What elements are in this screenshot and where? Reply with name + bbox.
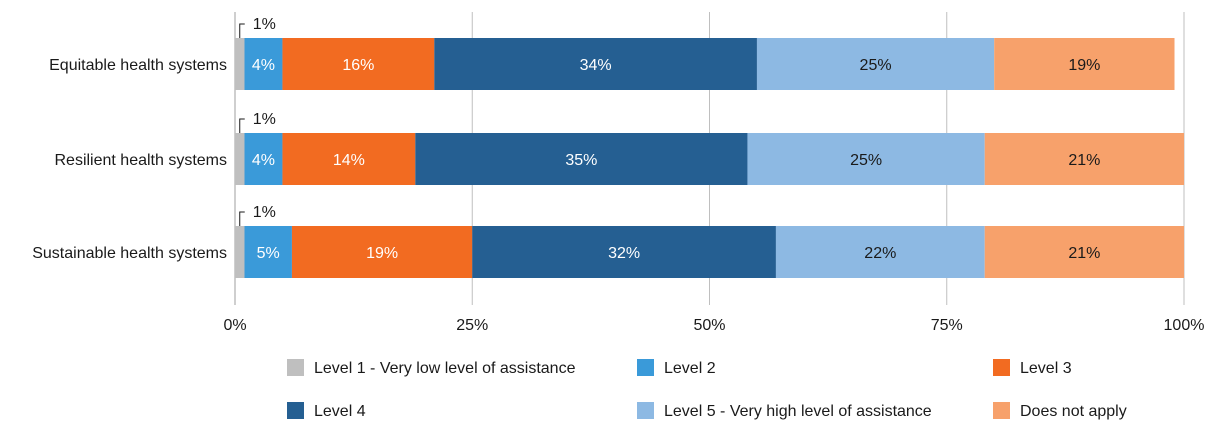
data-label: 1% bbox=[253, 204, 276, 221]
bar-segment bbox=[244, 226, 292, 278]
data-label: 19% bbox=[1068, 57, 1100, 74]
data-label: 21% bbox=[1068, 152, 1100, 169]
bar-segment bbox=[775, 226, 985, 278]
bar-segment bbox=[994, 38, 1175, 90]
data-label: 34% bbox=[580, 57, 612, 74]
bars: 1% 4% 16% 34% 25% 19% 1% 4% 14% 35% 25% 21% 1% 5% 19% 3… bbox=[235, 16, 1184, 278]
bar-segment bbox=[756, 38, 995, 90]
x-tick-label: 100% bbox=[1164, 317, 1205, 334]
legend-label: Level 4 bbox=[314, 403, 366, 420]
bar-segment bbox=[235, 38, 245, 90]
x-tick-label: 75% bbox=[931, 317, 963, 334]
data-label: 14% bbox=[333, 152, 365, 169]
bar-segment bbox=[235, 226, 245, 278]
bar-segment bbox=[282, 38, 435, 90]
x-axis-ticks: 0% 25% 50% 75% 100% bbox=[223, 317, 1204, 334]
category-label: Equitable health systems bbox=[49, 57, 227, 74]
bar-segment bbox=[415, 133, 748, 185]
callout-leader bbox=[239, 211, 245, 226]
data-label: 19% bbox=[366, 245, 398, 262]
bar-segment bbox=[472, 226, 776, 278]
data-label: 1% bbox=[253, 111, 276, 128]
legend-swatch bbox=[993, 402, 1010, 419]
bar-segment bbox=[282, 133, 416, 185]
legend-swatch bbox=[287, 402, 304, 419]
bar-segment bbox=[747, 133, 985, 185]
legend-label: Does not apply bbox=[1020, 403, 1127, 420]
x-tick-label: 25% bbox=[456, 317, 488, 334]
legend-swatch bbox=[637, 359, 654, 376]
callout-leader bbox=[239, 23, 245, 38]
category-labels: Equitable health systems Resilient health… bbox=[32, 57, 227, 262]
data-label: 4% bbox=[252, 152, 275, 169]
legend-swatch bbox=[287, 359, 304, 376]
data-label: 5% bbox=[257, 245, 280, 262]
data-label: 25% bbox=[850, 152, 882, 169]
data-label: 1% bbox=[253, 16, 276, 33]
legend-label: Level 5 - Very high level of assistance bbox=[664, 403, 932, 420]
bar-segment bbox=[984, 133, 1184, 185]
category-label: Sustainable health systems bbox=[32, 245, 227, 262]
data-label: 21% bbox=[1068, 245, 1100, 262]
callout-leader bbox=[239, 118, 245, 133]
legend-swatch bbox=[993, 359, 1010, 376]
bar-segment bbox=[291, 226, 473, 278]
data-label: 4% bbox=[252, 57, 275, 74]
x-tick-label: 0% bbox=[223, 317, 246, 334]
legend: Level 1 - Very low level of assistance Le… bbox=[287, 359, 1127, 420]
data-label: 22% bbox=[864, 245, 896, 262]
category-label: Resilient health systems bbox=[54, 152, 227, 169]
bar-segment bbox=[235, 133, 245, 185]
data-label: 32% bbox=[608, 245, 640, 262]
bar-segment bbox=[244, 133, 283, 185]
legend-swatch bbox=[637, 402, 654, 419]
data-label: 35% bbox=[565, 152, 597, 169]
bar-segment bbox=[984, 226, 1184, 278]
x-tick-label: 50% bbox=[693, 317, 725, 334]
legend-label: Level 3 bbox=[1020, 360, 1072, 377]
data-label: 16% bbox=[342, 57, 374, 74]
data-label: 25% bbox=[860, 57, 892, 74]
bar-segment bbox=[434, 38, 757, 90]
bar-segment bbox=[244, 38, 283, 90]
legend-label: Level 1 - Very low level of assistance bbox=[314, 360, 576, 377]
legend-label: Level 2 bbox=[664, 360, 716, 377]
